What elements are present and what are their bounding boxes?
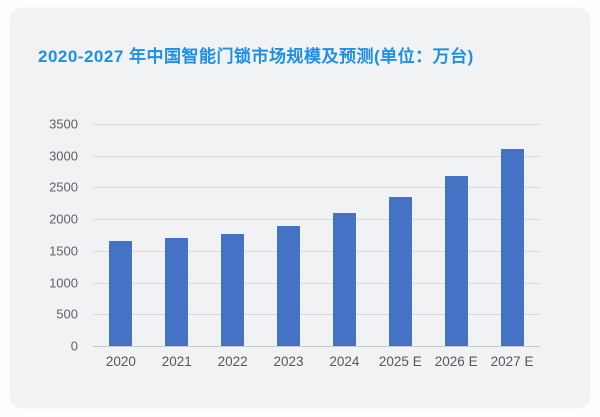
bar [221,234,245,346]
y-axis-tick-label: 1500 [49,243,78,259]
bar [109,241,133,346]
y-axis-tick-label: 3000 [49,148,78,164]
gridline [93,124,540,125]
bar-chart: 0 500 1000 1500 2000 2500 3000 3500 2020 2021 2022… [38,108,558,378]
gridline [93,314,540,316]
bar [444,176,468,346]
x-axis-tick-label: 2022 [217,354,248,369]
bar [332,213,356,346]
x-axis-tick-label: 2023 [273,354,304,369]
y-axis-tick-label: 3500 [49,116,78,132]
y-axis-tick-label: 0 [70,338,78,354]
chart-card: 2020-2027 年中国智能门锁市场规模及预测(单位：万台) 0 500 1000… [10,8,590,408]
gridline [93,219,540,221]
x-axis-tick-label: 2024 [329,354,360,369]
gridline [93,187,540,189]
y-axis-tick-label: 1000 [49,275,78,291]
bar [277,225,301,346]
y-axis-tick-label: 2500 [49,179,78,195]
x-axis-tick-label: 2025 E [378,354,422,369]
x-axis-tick-label: 2020 [105,354,136,369]
plot-area: 0 500 1000 1500 2000 2500 3000 3500 2020 2021 2022… [49,117,540,369]
y-axis-tick-label: 500 [56,306,78,322]
bar [165,238,189,346]
x-axis-tick-label: 2027 E [490,354,534,369]
gridline [93,282,540,284]
gridline [93,155,540,157]
gridline [93,346,540,347]
x-axis-tick-label: 2021 [161,354,192,369]
x-axis-tick-label: 2026 E [434,354,478,369]
gridline [93,250,540,252]
bar [388,196,412,346]
chart-title: 2020-2027 年中国智能门锁市场规模及预测(单位：万台) [38,47,474,66]
y-axis-tick-label: 2000 [49,211,78,227]
bar [500,149,524,346]
